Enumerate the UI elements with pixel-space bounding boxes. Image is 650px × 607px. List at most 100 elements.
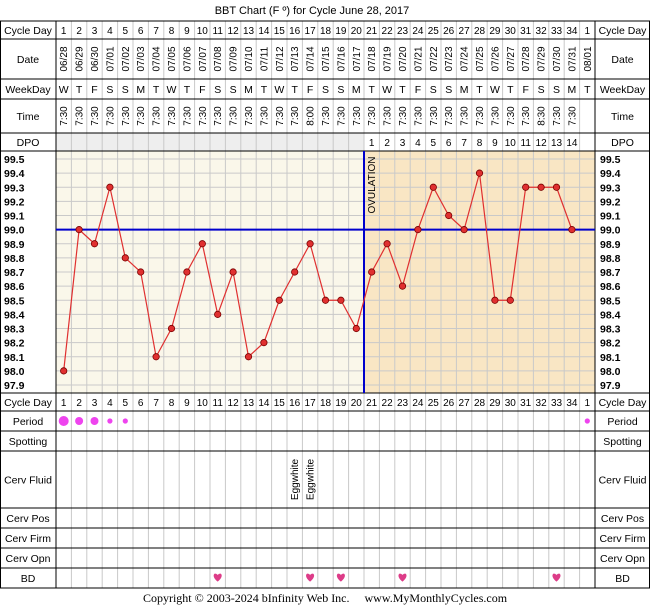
temp-point-day-26: [445, 211, 453, 220]
date-cell: 06/30: [90, 46, 101, 71]
time-cell: 7:30: [152, 106, 163, 126]
y-tick-label-left: 99.5: [4, 154, 25, 166]
y-tick-label-right: 97.9: [600, 380, 621, 392]
temp-point-day-13: [244, 353, 253, 361]
row-label-left-cerv_opn: Cerv Opn: [6, 553, 51, 565]
row-label-left-spotting: Spotting: [9, 436, 48, 448]
temp-point-day-27: [460, 226, 468, 234]
cycle-day-cell-bottom: 3: [92, 398, 98, 409]
weekday-cell: T: [76, 84, 83, 96]
cycle-day-cell: 6: [138, 26, 144, 37]
date-cell: 07/22: [429, 46, 440, 71]
y-tick-label-left: 98.1: [4, 352, 25, 364]
weekday-cell: T: [368, 84, 375, 96]
cycle-day-cell: 30: [505, 26, 517, 37]
y-tick-label-left: 98.7: [4, 267, 25, 279]
time-cell: 7:30: [567, 106, 578, 126]
y-tick-label-left: 98.6: [4, 281, 25, 293]
time-cell: 7:30: [521, 106, 532, 126]
y-tick-label-left: 99.1: [4, 211, 25, 223]
y-tick-label-left: 99.3: [4, 182, 25, 194]
cycle-day-cell: 15: [274, 26, 286, 37]
time-cell: 7:30: [90, 106, 101, 126]
time-cell: 7:30: [336, 106, 347, 126]
temp-point-day-11: [214, 310, 222, 318]
temp-point-day-1: [60, 367, 68, 375]
row-label-right-cerv_opn: Cerv Opn: [600, 553, 645, 565]
weekday-cell: F: [199, 84, 205, 96]
temp-point-day-20: [352, 324, 360, 333]
row-label-left-cerv_pos: Cerv Pos: [6, 513, 49, 525]
time-cell: 7:30: [490, 106, 501, 126]
temp-point-day-31: [522, 183, 530, 191]
date-cell: 07/28: [521, 46, 532, 71]
y-tick-label-right: 99.4: [600, 168, 621, 180]
temp-point-day-28: [475, 169, 484, 177]
row-label-left-bd: BD: [21, 573, 36, 585]
temp-point-day-21: [368, 268, 376, 276]
weekday-cell: F: [307, 84, 313, 96]
date-cell: 07/03: [136, 46, 147, 71]
weekday-cell: T: [507, 84, 514, 96]
cycle-day-cell: 10: [197, 26, 209, 37]
period-dot-heavy: [58, 416, 69, 426]
time-cell: 7:30: [59, 106, 70, 126]
y-tick-label-left: 98.9: [4, 239, 25, 251]
cerv-fluid-cell: Eggwhite: [306, 458, 317, 500]
cycle-day-cell: 4: [107, 26, 113, 37]
date-cell: 07/10: [244, 46, 255, 71]
dpo-cell: 12: [536, 138, 548, 149]
date-cell: 07/19: [383, 46, 394, 71]
y-tick-label-right: 98.2: [600, 338, 621, 350]
temp-point-day-14: [260, 339, 268, 347]
date-cell: 07/05: [167, 46, 178, 71]
y-tick-label-right: 98.3: [600, 324, 621, 336]
period-dot-light: [584, 418, 590, 424]
time-cell: 7:30: [352, 106, 363, 126]
weekday-cell: T: [584, 84, 591, 96]
date-cell: 07/31: [567, 46, 578, 71]
cycle-day-cell-bottom: 34: [566, 398, 578, 409]
weekday-cell: S: [538, 84, 545, 96]
y-tick-label-left: 98.5: [4, 295, 25, 307]
row-label-left-period: Period: [13, 416, 44, 428]
cycle-day-cell-bottom: 16: [289, 398, 301, 409]
row-label-right-cycle_day: Cycle Day: [599, 397, 648, 409]
row-label-right-cerv_pos: Cerv Pos: [601, 513, 644, 525]
dpo-cell: 7: [461, 138, 467, 149]
cycle-day-cell-bottom: 13: [243, 398, 255, 409]
row-label-right-cerv_fluid: Cerv Fluid: [599, 475, 647, 487]
weekday-cell: T: [399, 84, 406, 96]
temp-point-day-15: [275, 296, 283, 304]
cycle-day-cell: 23: [397, 26, 409, 37]
cycle-day-cell-bottom: 12: [228, 398, 240, 409]
date-cell: 07/11: [259, 46, 270, 71]
row-label-right-time: Time: [611, 111, 634, 123]
weekday-cell: S: [322, 84, 329, 96]
time-cell: 7:30: [290, 106, 301, 126]
temp-point-day-8: [167, 324, 176, 333]
cycle-day-cell-bottom: 15: [274, 398, 286, 409]
date-cell: 06/28: [59, 46, 70, 71]
row-label-left-time: Time: [17, 111, 40, 123]
cycle-day-cell-bottom: 28: [474, 398, 486, 409]
temp-point-day-30: [506, 296, 514, 304]
dpo-cell: 11: [521, 138, 532, 149]
cycle-day-cell: 21: [366, 26, 378, 37]
cycle-day-cell: 18: [320, 26, 332, 37]
temp-point-day-18: [321, 296, 330, 304]
temp-point-day-32: [537, 183, 545, 191]
cycle-day-cell-bottom: 11: [213, 398, 224, 409]
date-cell: 07/09: [229, 46, 240, 71]
weekday-cell: F: [522, 84, 528, 96]
time-cell: 7:30: [121, 106, 132, 126]
date-cell: 07/24: [460, 46, 471, 71]
date-cell: 07/04: [152, 46, 163, 71]
cycle-day-cell-bottom: 22: [382, 398, 394, 409]
cycle-day-cell-bottom: 24: [412, 398, 424, 409]
cycle-day-cell-bottom: 1: [61, 398, 67, 409]
time-cell: 7:30: [383, 106, 394, 126]
cycle-day-cell-bottom: 5: [123, 398, 129, 409]
temp-point-day-34: [568, 226, 576, 234]
cycle-day-cell: 32: [536, 26, 548, 37]
